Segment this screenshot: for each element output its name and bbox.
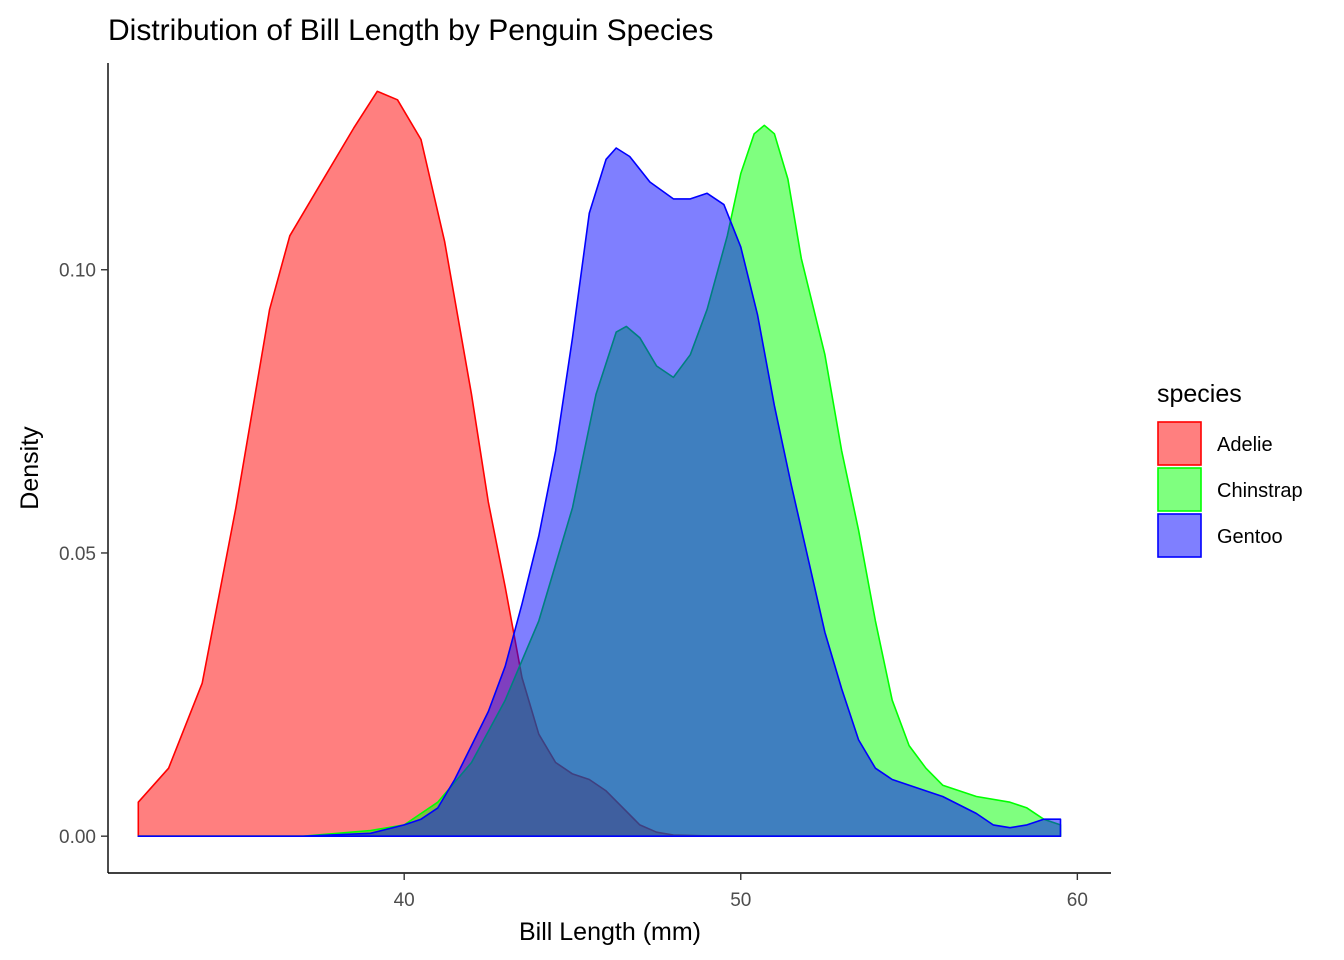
x-tick-label: 40 <box>394 890 415 911</box>
x-axis-title: Bill Length (mm) <box>519 918 701 946</box>
chart-title: Distribution of Bill Length by Penguin S… <box>108 14 713 47</box>
y-tick-label: 0.00 <box>59 827 96 848</box>
x-tick-label: 50 <box>730 890 751 911</box>
legend-key-gentoo <box>1157 513 1202 558</box>
legend-label-adelie: Adelie <box>1217 434 1273 456</box>
y-axis-title: Density <box>16 426 44 510</box>
y-axis-ticks: 0.00 0.05 0.10 <box>59 261 108 848</box>
legend-title: species <box>1157 380 1242 408</box>
legend-label-chinstrap: Chinstrap <box>1217 480 1303 502</box>
legend-key-chinstrap <box>1157 467 1202 512</box>
legend: species Adelie Chinstrap Gentoo <box>1157 380 1303 558</box>
legend-label-gentoo: Gentoo <box>1217 526 1283 548</box>
x-axis-ticks: 40 50 60 <box>394 873 1088 911</box>
plot-area <box>137 90 1062 837</box>
y-tick-label: 0.10 <box>59 261 96 282</box>
y-tick-label: 0.05 <box>59 544 96 565</box>
density-area-gentoo <box>137 147 1062 837</box>
x-tick-label: 60 <box>1067 890 1088 911</box>
legend-key-adelie <box>1157 421 1202 466</box>
